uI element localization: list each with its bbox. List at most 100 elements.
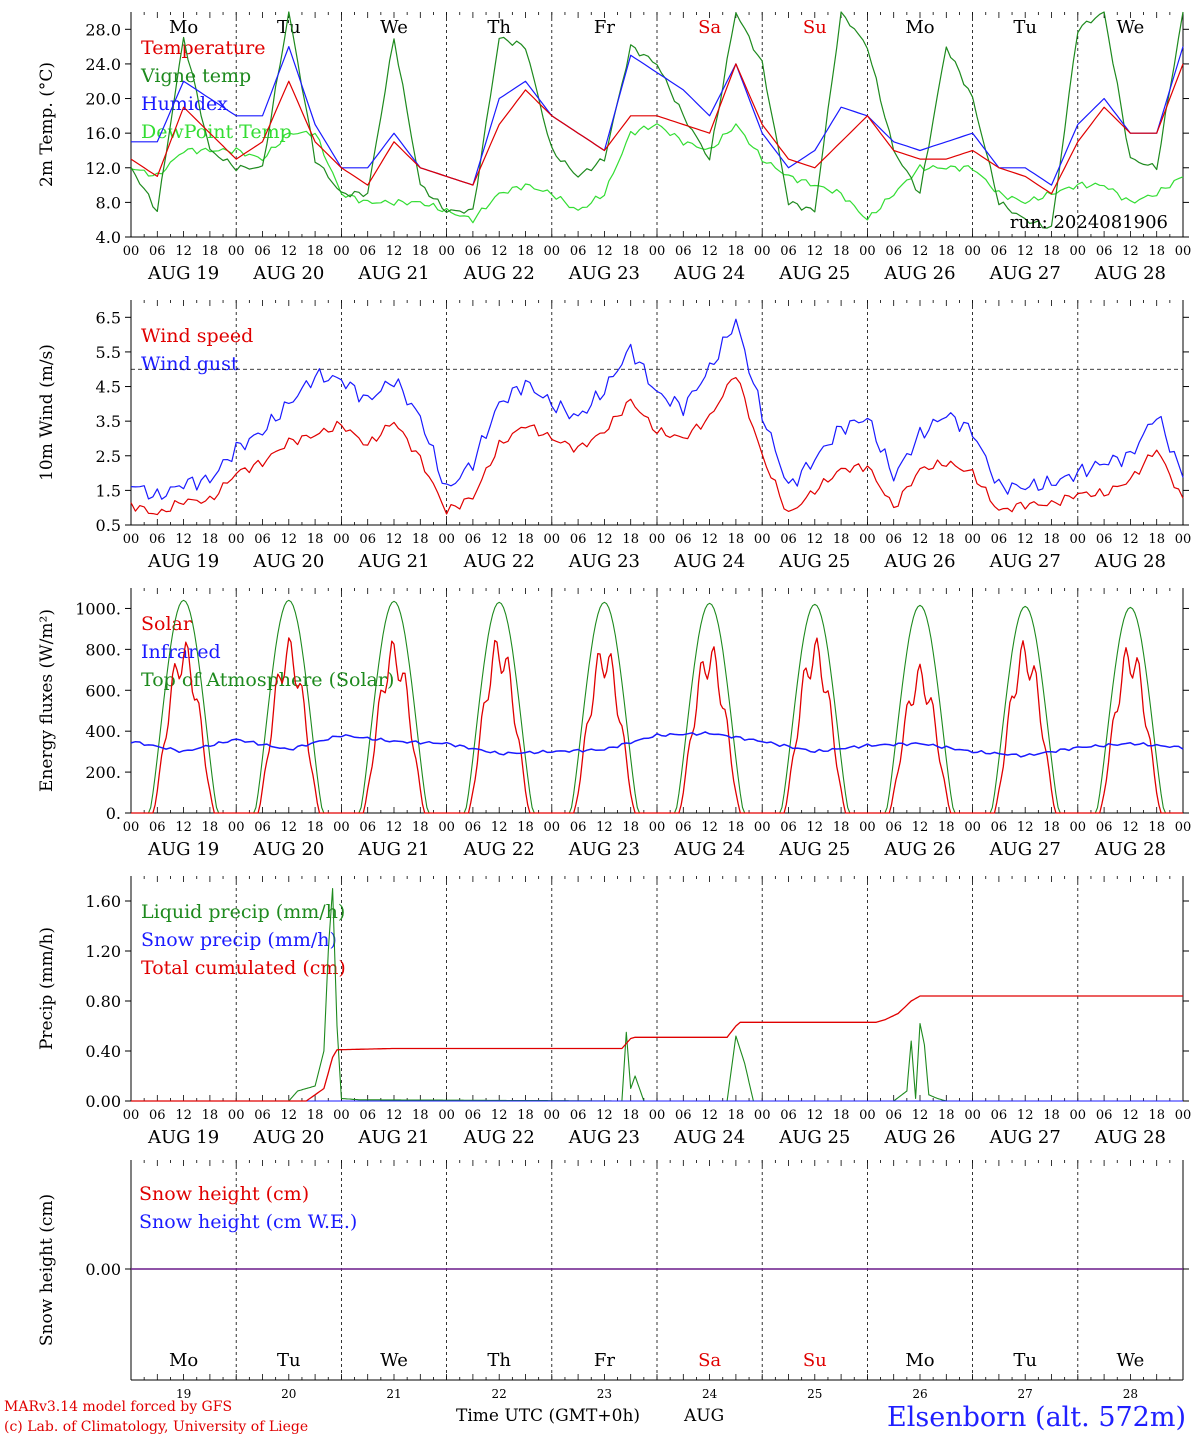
hour-tick-label: 12 [386, 1108, 403, 1123]
hour-tick-label: 18 [202, 820, 219, 835]
series-line [130, 11, 1184, 229]
hour-tick-label: 12 [1017, 244, 1034, 259]
legend-item: Liquid precip (mm/h) [141, 901, 345, 923]
hour-tick-label: 00 [964, 1108, 981, 1123]
hour-tick-label: 12 [1122, 532, 1139, 547]
hour-tick-label: 06 [780, 820, 797, 835]
month-label: AUG [684, 1406, 725, 1426]
hour-tick-label: 06 [465, 244, 482, 259]
hour-tick-label: 18 [833, 820, 850, 835]
day-date-label: AUG 19 [147, 1127, 219, 1148]
day-date-label: AUG 19 [147, 551, 219, 572]
hour-tick-label: 00 [333, 244, 350, 259]
day-date-label: AUG 26 [883, 1127, 955, 1148]
hour-tick-label: 18 [833, 244, 850, 259]
hour-tick-label: 00 [859, 244, 876, 259]
y-tick-label: 12.0 [85, 159, 121, 178]
hour-tick-label: 18 [307, 820, 324, 835]
hour-tick-label: 12 [807, 244, 824, 259]
hour-tick-label: 12 [281, 532, 298, 547]
hour-tick-label: 12 [701, 244, 718, 259]
hour-tick-label: 18 [728, 244, 745, 259]
hour-tick-label: 18 [412, 532, 429, 547]
hour-tick-label: 00 [123, 820, 140, 835]
y-tick-label: 800. [85, 640, 121, 659]
legend-item: Total cumulated (cm) [141, 957, 346, 979]
hour-tick-label: 12 [596, 820, 613, 835]
hour-tick-label: 12 [175, 244, 192, 259]
day-abbr-label: Th [487, 1350, 511, 1371]
hour-tick-label: 12 [491, 244, 508, 259]
hour-tick-label: 06 [675, 820, 692, 835]
hour-tick-label: 18 [1043, 244, 1060, 259]
day-date-label: AUG 23 [568, 263, 640, 284]
day-abbr-label: Tu [277, 17, 301, 38]
hour-tick-label: 00 [438, 532, 455, 547]
hour-tick-label: 18 [412, 1108, 429, 1123]
hour-tick-label: 00 [544, 820, 561, 835]
hour-tick-label: 00 [123, 1108, 140, 1123]
day-date-label: AUG 19 [147, 263, 219, 284]
hour-tick-label: 18 [1043, 1108, 1060, 1123]
hour-tick-label: 18 [728, 820, 745, 835]
y-axis-label: 10m Wind (m/s) [37, 344, 57, 481]
hour-tick-label: 06 [465, 820, 482, 835]
day-date-label: AUG 23 [568, 1127, 640, 1148]
day-date-label: AUG 21 [357, 1127, 429, 1148]
day-date-label: AUG 22 [463, 1127, 535, 1148]
y-tick-label: 600. [85, 681, 121, 700]
hour-tick-label: 00 [123, 532, 140, 547]
legend-item: Infrared [141, 641, 221, 663]
hour-tick-label: 18 [1043, 820, 1060, 835]
hour-tick-label: 18 [202, 532, 219, 547]
hour-tick-label: 12 [807, 820, 824, 835]
hour-tick-label: 06 [780, 244, 797, 259]
day-abbr-label: Sa [698, 1350, 721, 1371]
hour-tick-label: 00 [649, 1108, 666, 1123]
day-number-label: 24 [702, 1387, 718, 1401]
hour-tick-label: 12 [1122, 1108, 1139, 1123]
hour-tick-label: 12 [596, 244, 613, 259]
day-abbr-label: Sa [698, 17, 721, 38]
y-tick-label: 0.00 [85, 1260, 121, 1279]
day-date-label: AUG 22 [463, 839, 535, 860]
hour-tick-label: 06 [675, 532, 692, 547]
hour-tick-label: 00 [228, 1108, 245, 1123]
hour-tick-label: 12 [281, 820, 298, 835]
day-number-label: 27 [1018, 1387, 1033, 1401]
hour-tick-label: 00 [1175, 532, 1192, 547]
hour-tick-label: 12 [175, 532, 192, 547]
hour-tick-label: 00 [754, 820, 771, 835]
infrared-line [130, 731, 1184, 758]
x-axis-label: Time UTC (GMT+0h) [456, 1406, 641, 1426]
day-number-label: 19 [176, 1387, 191, 1401]
day-date-label: AUG 27 [989, 551, 1061, 572]
legend-item: Humidex [141, 93, 228, 115]
y-tick-label: 0. [106, 804, 121, 823]
day-date-label: AUG 21 [357, 263, 429, 284]
day-date-label: AUG 19 [147, 839, 219, 860]
hour-tick-label: 06 [149, 1108, 166, 1123]
y-axis-label: Energy fluxes (W/m²) [37, 609, 57, 792]
day-abbr-label: We [1117, 1350, 1145, 1371]
hour-tick-label: 00 [123, 244, 140, 259]
hour-tick-label: 18 [412, 820, 429, 835]
day-abbr-label: Tu [1013, 17, 1037, 38]
hour-tick-label: 06 [675, 244, 692, 259]
hour-tick-label: 00 [649, 532, 666, 547]
hour-tick-label: 00 [438, 820, 455, 835]
hour-tick-label: 00 [1175, 244, 1192, 259]
day-date-label: AUG 21 [357, 551, 429, 572]
day-date-label: AUG 23 [568, 551, 640, 572]
series-line [130, 123, 1184, 224]
hour-tick-label: 06 [885, 244, 902, 259]
day-date-label: AUG 26 [883, 551, 955, 572]
hour-tick-label: 12 [175, 820, 192, 835]
hour-tick-label: 12 [386, 532, 403, 547]
day-date-label: AUG 25 [778, 263, 850, 284]
hour-tick-label: 18 [938, 244, 955, 259]
day-abbr-label: Th [487, 17, 511, 38]
model-credit: MARv3.14 model forced by GFS [4, 1399, 233, 1415]
series-line [130, 318, 1184, 500]
y-tick-label: 4.5 [96, 378, 121, 397]
